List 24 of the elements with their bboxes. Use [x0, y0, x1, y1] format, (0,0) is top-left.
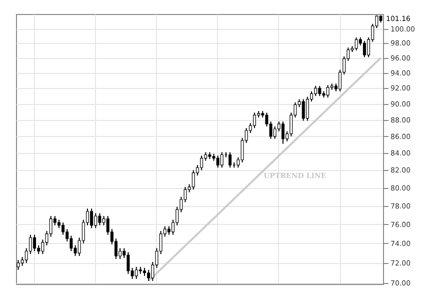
candlestick	[200, 155, 204, 171]
candlestick	[192, 170, 195, 190]
candlestick	[16, 259, 20, 270]
candlestick	[273, 126, 276, 140]
candlestick	[70, 235, 73, 252]
candlestick	[90, 208, 94, 229]
candlestick	[362, 40, 366, 58]
candlestick	[62, 222, 65, 236]
candlestick	[282, 121, 284, 144]
candlestick	[94, 212, 98, 229]
candlestick	[306, 96, 309, 122]
candlestick	[318, 85, 322, 97]
candlestick	[252, 112, 256, 129]
candlestick	[220, 152, 224, 168]
candlestick	[126, 252, 130, 274]
candlestick	[134, 266, 138, 280]
candlestick	[228, 152, 232, 168]
candlestick	[302, 98, 305, 122]
candlestick	[326, 84, 330, 98]
candlestick	[33, 234, 36, 252]
candlestick	[216, 155, 220, 168]
candlestick	[314, 85, 318, 97]
candlestick	[98, 212, 102, 226]
candlestick	[354, 36, 358, 52]
